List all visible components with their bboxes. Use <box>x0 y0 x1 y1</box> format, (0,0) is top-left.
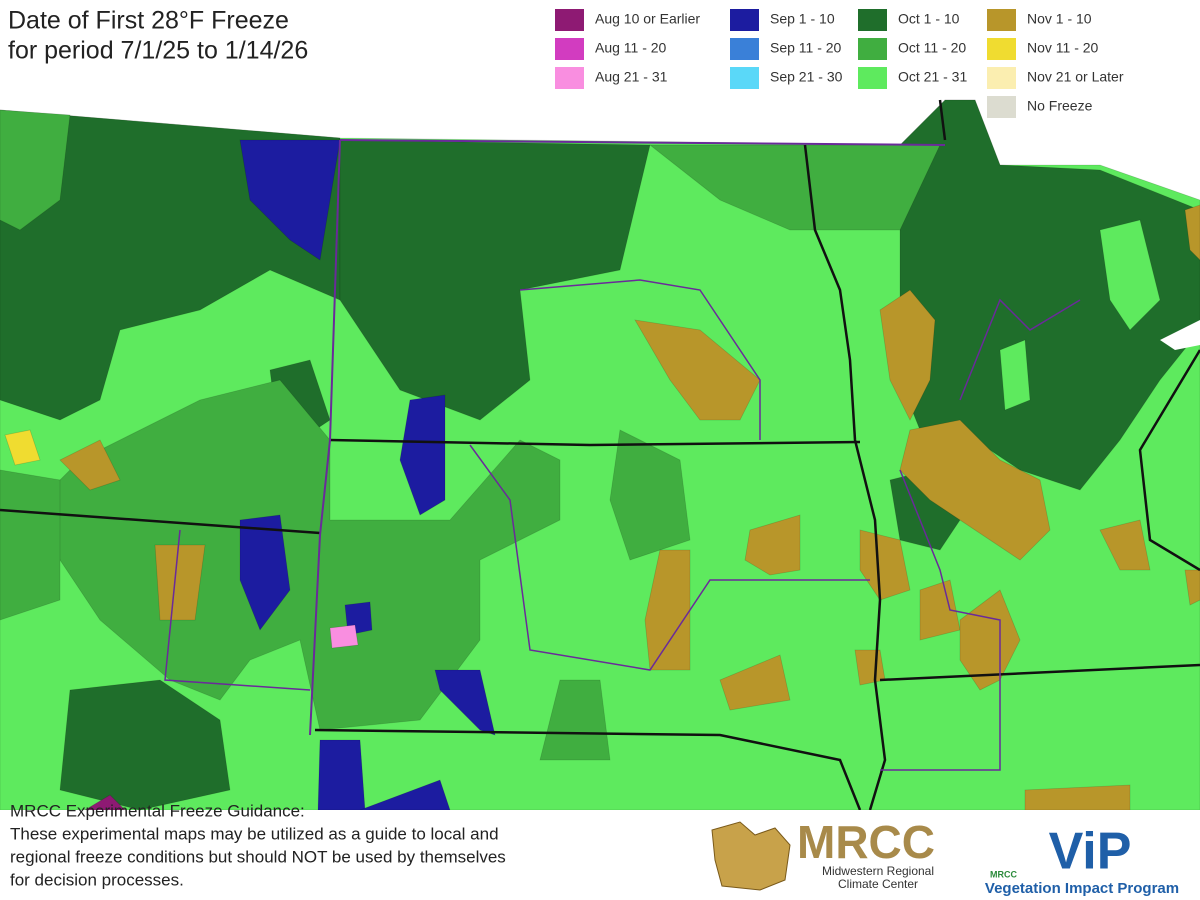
legend-label: Sep 21 - 30 <box>770 69 843 85</box>
legend-swatch <box>858 38 887 60</box>
disclaimer-line: for decision processes. <box>10 870 184 889</box>
mrcc-logo: MRCC <box>797 816 935 868</box>
freeze-region <box>719 654 791 711</box>
legend-label: Nov 1 - 10 <box>1027 11 1092 27</box>
county-border <box>519 279 761 440</box>
title-line: for period 7/1/25 to 1/14/26 <box>8 37 308 65</box>
freeze-region <box>59 439 121 491</box>
legend-swatch <box>987 67 1016 89</box>
freeze-region <box>1184 204 1200 261</box>
mrcc-subtitle: Midwestern Regional <box>822 864 934 878</box>
county-border <box>880 469 1001 771</box>
legend-label: Aug 10 or Earlier <box>595 11 700 27</box>
state-border <box>309 139 341 736</box>
freeze-region <box>399 394 446 516</box>
vip-logo: ViP <box>1049 823 1132 881</box>
freeze-region <box>339 139 651 421</box>
freeze-region <box>1099 519 1151 571</box>
legend-swatch <box>555 38 584 60</box>
state-border <box>1138 349 1200 572</box>
county-border <box>164 529 311 691</box>
legend-swatch <box>555 67 584 89</box>
legend-swatch <box>858 9 887 31</box>
freeze-region <box>999 339 1031 411</box>
state-border <box>339 139 946 146</box>
legend-swatch <box>730 67 759 89</box>
legend-swatch <box>730 38 759 60</box>
freeze-region <box>0 109 71 231</box>
freeze-region <box>634 319 761 421</box>
legend-swatch <box>730 9 759 31</box>
legend-swatch <box>555 9 584 31</box>
legend-swatch <box>987 38 1016 60</box>
legend-label: Oct 11 - 20 <box>898 40 966 56</box>
legend-label: Nov 21 or Later <box>1027 69 1124 85</box>
borders <box>0 99 1200 811</box>
state-border <box>0 508 321 535</box>
freeze-region <box>1184 569 1200 606</box>
freeze-region <box>317 739 366 811</box>
footer-background <box>0 810 1200 900</box>
legend-label: Oct 1 - 10 <box>898 11 960 27</box>
legend-label: Oct 21 - 31 <box>898 69 967 85</box>
freeze-region <box>1099 219 1161 331</box>
vip-subtitle: Vegetation Impact Program <box>985 880 1179 897</box>
freeze-region <box>644 549 691 671</box>
legend-label: Nov 11 - 20 <box>1027 40 1099 56</box>
legend-label: No Freeze <box>1027 98 1093 114</box>
freeze-region <box>329 624 359 649</box>
freeze-map <box>0 99 1200 811</box>
title-line: Date of First 28°F Freeze <box>8 7 289 35</box>
freeze-region <box>0 469 61 621</box>
disclaimer-line: MRCC Experimental Freeze Guidance: <box>10 801 305 820</box>
state-border <box>938 99 947 141</box>
freeze-region <box>879 289 936 421</box>
mrcc-subtitle: Climate Center <box>838 877 918 891</box>
state-border <box>314 728 862 811</box>
disclaimer-line: regional freeze conditions but should NO… <box>10 847 506 866</box>
legend-label: Sep 11 - 20 <box>770 40 842 56</box>
mrcc-map-icon <box>711 821 791 891</box>
legend-label: Aug 21 - 31 <box>595 69 668 85</box>
freeze-region <box>859 529 911 601</box>
legend-swatch <box>987 9 1016 31</box>
freeze-region <box>59 679 231 811</box>
legend-swatch <box>987 96 1016 118</box>
legend: Aug 10 or Earlier Aug 11 - 20 Aug 21 - 31 S… <box>555 9 1124 118</box>
state-border <box>329 438 861 447</box>
freeze-region <box>899 419 1051 561</box>
legend-swatch <box>858 67 887 89</box>
freeze-region <box>744 514 801 576</box>
state-border <box>803 144 887 811</box>
legend-label: Aug 11 - 20 <box>595 40 667 56</box>
freeze-region <box>154 544 206 621</box>
lake <box>1160 320 1200 350</box>
disclaimer-line: These experimental maps may be utilized … <box>10 824 499 843</box>
vip-tag: MRCC <box>990 869 1017 879</box>
county-border <box>469 444 870 671</box>
county-border <box>959 298 1081 401</box>
state-border <box>879 663 1200 682</box>
freeze-region <box>239 514 291 631</box>
footer: MRCC Experimental Freeze Guidance: These … <box>10 801 1179 896</box>
freeze-region <box>4 429 41 466</box>
legend-label: Sep 1 - 10 <box>770 11 835 27</box>
